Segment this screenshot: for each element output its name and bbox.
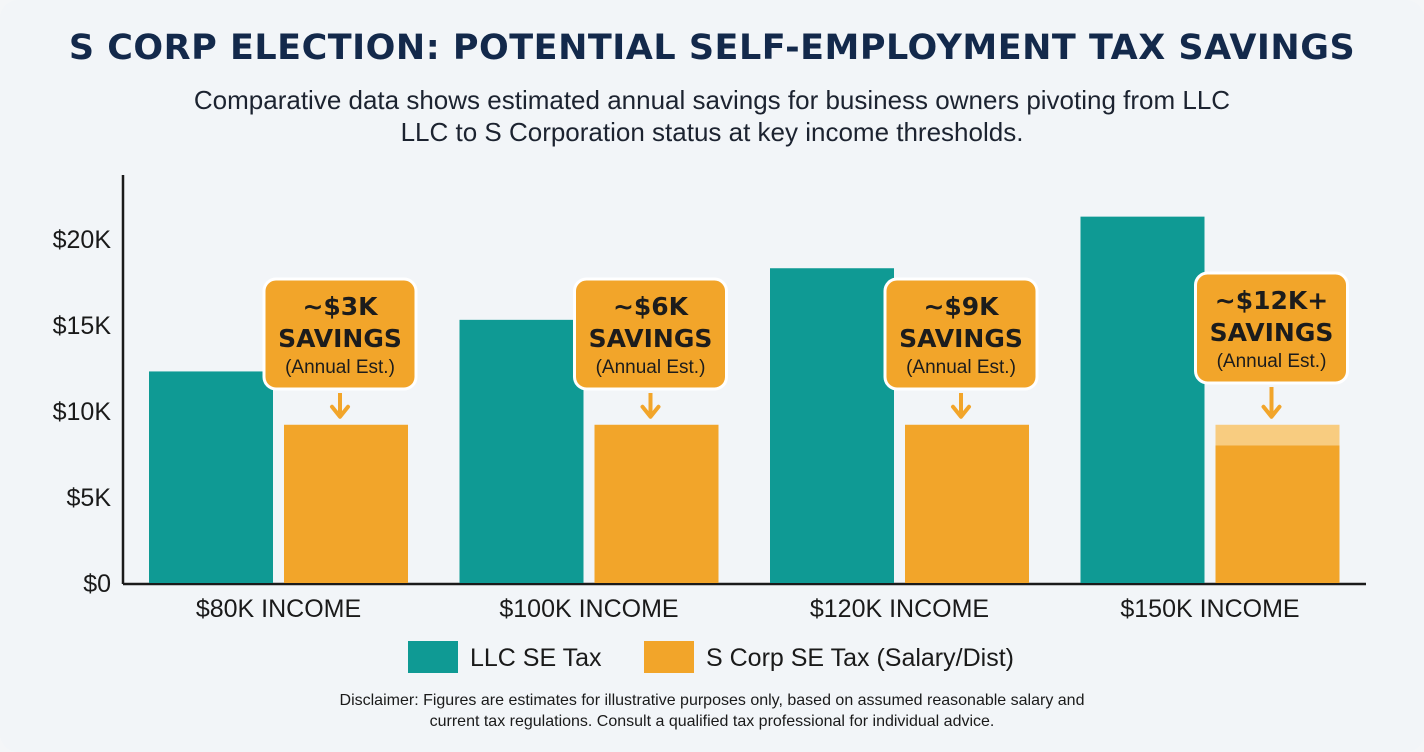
y-tick-label: $20K	[53, 226, 112, 254]
bar-s-corp-se-tax	[594, 424, 719, 583]
savings-note: (Annual Est.)	[1217, 351, 1327, 372]
disclaimer-line-2: current tax regulations. Consult a quali…	[429, 713, 995, 730]
bar-s-corp-se-tax	[284, 424, 408, 583]
bar-llc-se-tax	[770, 268, 894, 583]
bar-s-corp-se-tax	[1215, 445, 1340, 583]
y-tick-label: $15K	[53, 312, 112, 340]
disclaimer-line-1: Disclaimer: Figures are estimates for il…	[339, 692, 1085, 709]
disclaimer: Disclaimer: Figures are estimates for il…	[212, 690, 1212, 732]
subtitle-line-2: LLC to S Corporation status at key incom…	[400, 117, 1024, 147]
callout-arrow-head	[330, 404, 350, 419]
savings-note: (Annual Est.)	[596, 357, 706, 378]
bar-llc-se-tax	[149, 371, 273, 583]
savings-amount: ~$6K	[613, 292, 690, 321]
bar-llc-se-tax	[459, 319, 584, 583]
savings-callout-box	[573, 277, 728, 391]
savings-note: (Annual Est.)	[285, 357, 395, 378]
savings-callout-box	[883, 277, 1039, 391]
x-tick-label: $100K INCOME	[499, 595, 678, 623]
savings-label: SAVINGS	[1210, 318, 1334, 347]
callout-arrow-head	[640, 404, 661, 419]
savings-amount: ~$3K	[302, 292, 379, 321]
x-tick-label: $120K INCOME	[810, 595, 989, 623]
chart-subtitle: Comparative data shows estimated annual …	[150, 84, 1274, 148]
legend-swatch-s-corp	[644, 641, 694, 673]
bar-s-corp-se-tax	[905, 424, 1029, 583]
savings-label: SAVINGS	[278, 324, 402, 353]
chart-title: S CORP ELECTION: POTENTIAL SELF-EMPLOYME…	[68, 28, 1356, 68]
savings-callout-box	[262, 277, 418, 391]
y-tick-label: $0	[83, 570, 111, 598]
savings-amount: ~$12K+	[1215, 286, 1328, 315]
savings-note: (Annual Est.)	[906, 357, 1016, 378]
legend-label-llc: LLC SE Tax	[470, 644, 602, 672]
bar-s-corp-faded-extension	[1215, 424, 1340, 446]
legend-swatch-llc	[408, 641, 458, 673]
callout-arrow-head	[1261, 404, 1282, 419]
legend-label-s-corp: S Corp SE Tax (Salary/Dist)	[706, 644, 1014, 672]
savings-label: SAVINGS	[899, 324, 1023, 353]
x-tick-label: $80K INCOME	[196, 595, 361, 623]
callout-arrow-head	[951, 404, 971, 419]
bar-llc-se-tax	[1080, 216, 1205, 583]
savings-amount: ~$9K	[923, 292, 1000, 321]
savings-callout-box	[1194, 271, 1349, 385]
x-tick-label: $150K INCOME	[1120, 595, 1299, 623]
y-tick-label: $10K	[53, 398, 112, 426]
subtitle-line-1: Comparative data shows estimated annual …	[193, 85, 1231, 115]
y-tick-label: $5K	[67, 484, 112, 512]
savings-label: SAVINGS	[589, 324, 713, 353]
